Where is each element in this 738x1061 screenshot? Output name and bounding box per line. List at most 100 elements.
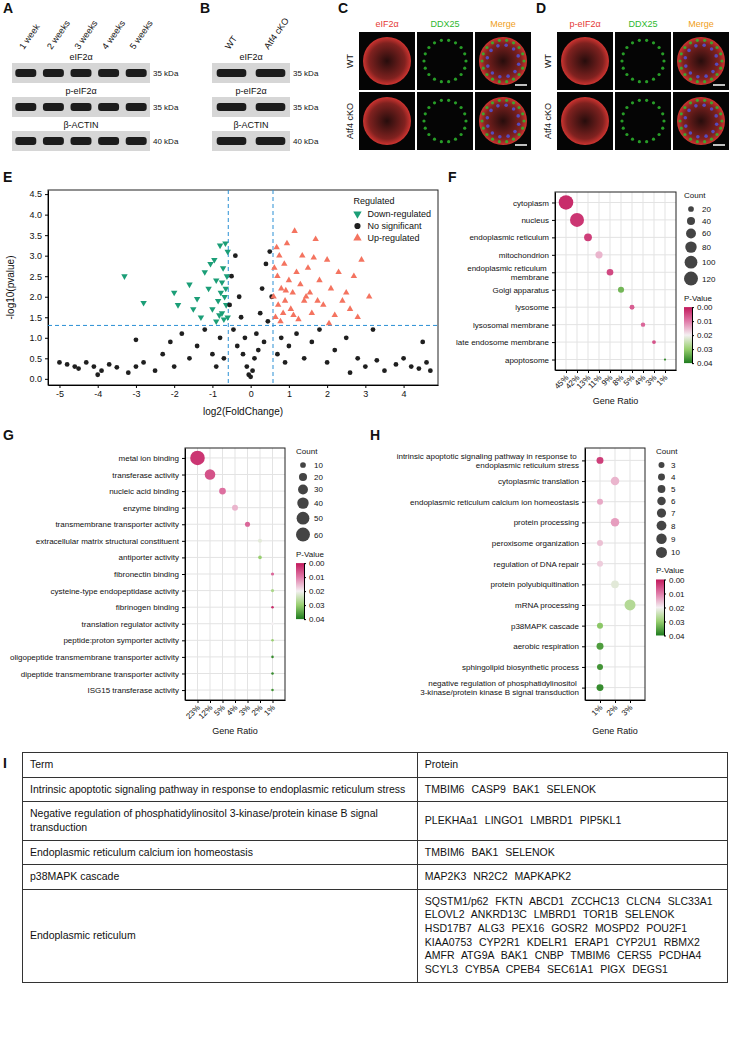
tick-mark [198, 700, 199, 703]
tick-label: 0.01 [669, 590, 685, 599]
tubule-signal [479, 97, 527, 145]
point [214, 364, 219, 369]
table-header-row: TermProtein [23, 753, 728, 778]
bubble [618, 287, 624, 293]
panel-letter: A [3, 0, 13, 16]
point [256, 348, 261, 353]
axis-line [664, 580, 665, 636]
point [237, 294, 242, 299]
label-line: oligopeptide transmembrane transporter a… [10, 653, 179, 662]
grid-line [555, 324, 676, 325]
blot-band [15, 69, 36, 77]
grid-line [610, 192, 611, 370]
nucleus-signal [512, 107, 516, 111]
tick: 0.02 [692, 331, 713, 340]
tick-mark [304, 591, 306, 592]
tick-label: 0.00 [309, 559, 325, 568]
tick-label: peroxisome organization [492, 539, 579, 548]
point [286, 277, 292, 283]
tick-mark [45, 235, 48, 236]
nucleus-signal [684, 56, 688, 60]
point [328, 285, 334, 291]
tick-label: 4 [402, 389, 407, 399]
label-line: metal ion binding [119, 454, 179, 463]
tick: regulation of DNA repair [494, 560, 585, 569]
label-line: p38MAPK cascade [511, 622, 580, 631]
bubble [597, 499, 603, 505]
grid-line [555, 289, 676, 290]
row-label: Atf4 cKO [543, 103, 553, 139]
tick-label: transmembrane transporter activity [55, 520, 179, 529]
tick: oligopeptide transmembrane transporter a… [10, 653, 185, 662]
tick-mark [665, 370, 666, 373]
grid-line [185, 557, 285, 558]
blot-band [71, 69, 92, 77]
tick-label: aerobic respiration [513, 642, 579, 651]
micrograph [417, 92, 473, 150]
cell-signal [719, 67, 722, 70]
fluorescence-panel: p-eIF2αDDX25MergeWTAtf4 cKO [543, 19, 729, 150]
point [283, 287, 289, 293]
tick-label: -3 [132, 389, 140, 399]
bubble [245, 522, 250, 527]
tick-label: protein processing [514, 518, 579, 527]
nucleus-signal [498, 75, 502, 79]
protein-label: eIF2α [69, 52, 92, 62]
point [303, 293, 309, 299]
tick-mark [45, 256, 48, 257]
tick: -1 [209, 385, 217, 399]
cell-signal [447, 39, 450, 42]
table-row: Intrinsic apoptotic signaling pathway in… [23, 777, 728, 802]
legend-bubble [300, 462, 306, 468]
nucleus-signal [714, 114, 718, 118]
blot-band [71, 103, 92, 111]
grid-line [665, 192, 666, 370]
tick-label: -2 [171, 389, 179, 399]
cell-signal [517, 106, 520, 109]
tick-mark [692, 363, 694, 364]
tick: 0.01 [692, 317, 713, 326]
tick-mark [664, 635, 666, 636]
tick-label: 0.03 [309, 601, 325, 610]
colorbar-title: P-Value [296, 550, 324, 559]
tick: endoplasmic reticulum [469, 233, 555, 242]
bubble [611, 518, 620, 527]
tick: transmembrane transporter activity [55, 520, 185, 529]
grid-line [585, 646, 645, 647]
micrograph [615, 32, 671, 90]
point [260, 286, 265, 291]
tick-mark [182, 475, 185, 476]
point [84, 360, 89, 365]
label-line: sphingolipid biosynthetic process [462, 663, 579, 672]
cell-signal [512, 41, 515, 44]
point [291, 227, 297, 233]
legend-title: Regulated [353, 196, 394, 206]
grid-line [185, 540, 285, 541]
point [171, 291, 177, 297]
point [65, 362, 70, 367]
nucleus-signal [704, 74, 708, 78]
tick: 0.03 [304, 601, 325, 610]
tubule-signal [561, 97, 609, 145]
tick-mark [692, 335, 694, 336]
bubble [570, 213, 584, 227]
series [57, 249, 433, 379]
point [187, 356, 192, 361]
micrograph [673, 92, 729, 150]
tick-label: 1.5 [29, 313, 42, 323]
tick-label: intrinsic apoptotic signaling pathway in… [397, 452, 579, 470]
tick-label: 1% [262, 703, 277, 718]
table-header-cell: Protein [417, 753, 727, 778]
tick: cytoplasm [513, 199, 555, 208]
tick-mark [45, 379, 48, 380]
point [218, 335, 223, 340]
tick-label: 0.01 [309, 573, 325, 582]
point [374, 358, 379, 363]
nucleus-signal [702, 104, 706, 108]
cell-signal [459, 106, 462, 109]
legend-bubble [685, 241, 696, 252]
legend-label: 5 [671, 485, 676, 494]
tick-mark [365, 385, 366, 388]
tick: nucleus [521, 216, 555, 225]
cell-signal [482, 67, 485, 70]
